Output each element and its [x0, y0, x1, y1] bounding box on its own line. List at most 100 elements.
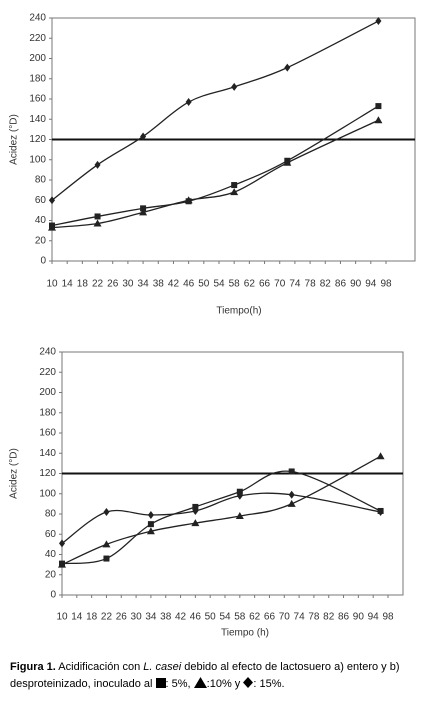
x-tick-label: 58 — [229, 279, 241, 290]
marker-diamond — [192, 506, 199, 515]
y-tick-label: 220 — [39, 367, 56, 378]
y-axis-title: Acidez (°D) — [9, 448, 20, 499]
marker-diamond — [288, 490, 295, 499]
x-tick-label: 34 — [138, 279, 150, 290]
x-tick-label: 50 — [205, 612, 217, 623]
x-tick-label: 54 — [213, 279, 225, 290]
marker-triangle — [376, 452, 385, 460]
marker-square — [288, 468, 295, 475]
marker-square — [192, 503, 199, 510]
x-tick-label: 50 — [198, 279, 210, 290]
x-tick-label: 82 — [320, 279, 332, 290]
square-icon — [155, 678, 166, 688]
caption-text: debido al efecto de lactosuero a) entero… — [10, 661, 400, 690]
marker-triangle — [230, 188, 239, 196]
y-tick-label: 0 — [50, 590, 56, 601]
x-tick-label: 34 — [145, 612, 157, 623]
x-tick-label: 10 — [56, 612, 68, 623]
y-tick-label: 120 — [29, 134, 46, 145]
x-tick-label: 46 — [190, 612, 202, 623]
y-tick-label: 200 — [39, 387, 56, 398]
marker-square — [375, 103, 382, 110]
x-tick-label: 22 — [101, 612, 113, 623]
y-tick-label: 140 — [39, 448, 56, 459]
y-tick-label: 0 — [40, 256, 46, 267]
x-tick-label: 90 — [353, 612, 365, 623]
marker-triangle — [287, 499, 296, 507]
caption-species: L. casei — [143, 661, 182, 673]
x-tick-label: 98 — [382, 612, 394, 623]
y-tick-label: 20 — [35, 235, 47, 246]
marker-diamond — [284, 63, 291, 72]
x-tick-label: 22 — [92, 279, 104, 290]
caption-text: : 5%, — [165, 678, 194, 690]
y-tick-label: 120 — [39, 468, 56, 479]
x-tick-label: 78 — [305, 279, 317, 290]
marker-square — [236, 488, 243, 495]
x-tick-label: 58 — [234, 612, 246, 623]
marker-triangle — [48, 223, 56, 231]
x-tick-label: 70 — [279, 612, 291, 623]
marker-square — [231, 182, 238, 189]
marker-square — [94, 213, 101, 220]
marker-triangle — [374, 116, 383, 124]
x-tick-label: 38 — [160, 612, 172, 623]
marker-triangle — [58, 560, 66, 568]
marker-diamond — [103, 507, 110, 516]
x-tick-label: 62 — [249, 612, 261, 623]
marker-diamond — [185, 98, 192, 107]
marker-diamond — [140, 132, 147, 141]
x-tick-label: 90 — [350, 279, 362, 290]
marker-diamond — [49, 196, 55, 205]
x-axis-title: Tiempo(h) — [216, 306, 261, 317]
marker-square — [140, 205, 147, 212]
y-tick-label: 240 — [39, 347, 56, 358]
x-tick-label: 26 — [116, 612, 128, 623]
series-line — [61, 492, 381, 544]
x-tick-label: 26 — [107, 279, 119, 290]
marker-diamond — [94, 160, 101, 169]
y-tick-label: 220 — [29, 33, 46, 44]
x-tick-label: 94 — [365, 279, 377, 290]
y-tick-label: 80 — [35, 175, 47, 186]
diamond-icon — [243, 677, 254, 688]
marker-diamond — [147, 511, 154, 520]
series-line — [51, 105, 379, 227]
marker-diamond — [375, 17, 382, 26]
series-line — [61, 470, 381, 565]
x-tick-label: 82 — [323, 612, 335, 623]
triangle-icon — [193, 677, 207, 688]
y-tick-label: 180 — [29, 73, 46, 84]
x-tick-label: 62 — [244, 279, 256, 290]
caption-text: :10% y — [206, 678, 244, 690]
x-tick-label: 14 — [62, 279, 74, 290]
y-tick-label: 140 — [29, 114, 46, 125]
x-tick-label: 78 — [308, 612, 320, 623]
y-tick-label: 160 — [29, 94, 46, 105]
marker-triangle — [139, 208, 148, 216]
y-tick-label: 160 — [39, 428, 56, 439]
y-tick-label: 100 — [29, 154, 46, 165]
caption-label: Figura 1. — [10, 661, 56, 673]
y-tick-label: 40 — [35, 215, 47, 226]
marker-triangle — [191, 519, 200, 527]
x-tick-label: 54 — [219, 612, 231, 623]
caption-text: : 15%. — [253, 678, 285, 690]
x-tick-label: 14 — [71, 612, 83, 623]
caption: Figura 1. Acidificación con L. casei deb… — [10, 659, 425, 693]
y-tick-label: 20 — [45, 569, 57, 580]
x-tick-label: 42 — [168, 279, 180, 290]
marker-diamond — [231, 82, 238, 91]
y-tick-label: 40 — [45, 549, 57, 560]
x-tick-label: 18 — [86, 612, 98, 623]
marker-triangle — [184, 196, 193, 204]
series-line — [51, 20, 379, 201]
x-tick-label: 70 — [274, 279, 286, 290]
x-tick-label: 98 — [380, 279, 392, 290]
caption-text: Acidificación con — [55, 661, 144, 673]
y-tick-label: 240 — [29, 13, 46, 24]
marker-triangle — [102, 540, 111, 548]
marker-triangle — [235, 512, 244, 520]
x-tick-label: 10 — [46, 279, 58, 290]
